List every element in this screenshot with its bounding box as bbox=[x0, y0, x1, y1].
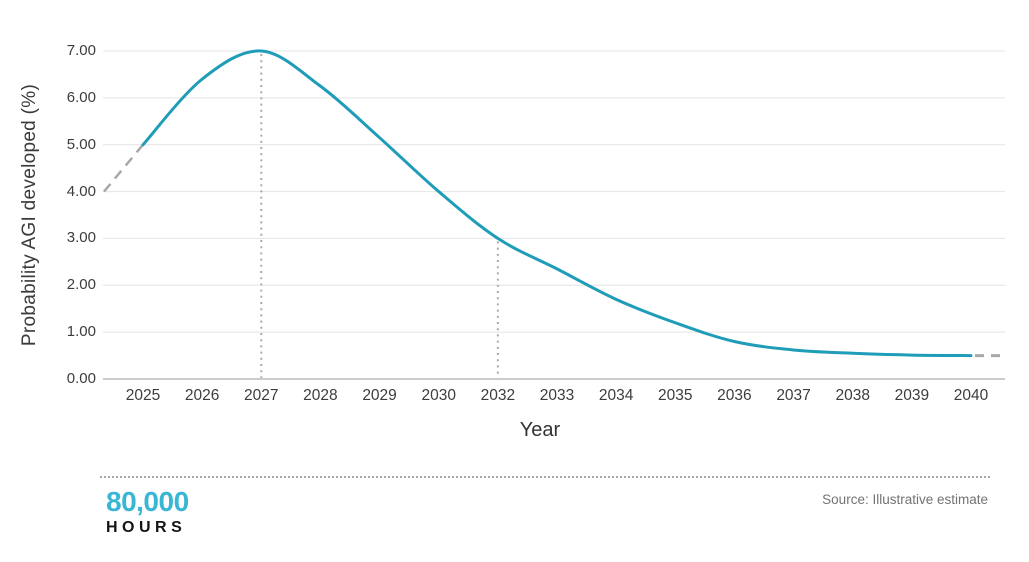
x-tick-label: 2028 bbox=[303, 387, 338, 404]
y-tick-label: 6.00 bbox=[66, 88, 96, 106]
x-tick-label: 2025 bbox=[125, 387, 161, 404]
y-tick-label: 0.00 bbox=[66, 370, 96, 387]
x-tick-label: 2038 bbox=[835, 387, 870, 404]
dashed-lead-in bbox=[103, 143, 144, 193]
x-tick-label: 2039 bbox=[894, 387, 930, 404]
y-tick-label: 7.00 bbox=[66, 42, 96, 59]
probability-curve bbox=[141, 49, 973, 358]
x-tick-label: 2029 bbox=[362, 387, 397, 404]
logo-hours-text: HOURS bbox=[106, 519, 187, 536]
x-tick-label: 2027 bbox=[244, 387, 279, 404]
x-tick-label: 2033 bbox=[539, 387, 575, 404]
x-tick-label: 2035 bbox=[658, 387, 693, 404]
y-tick-label: 3.00 bbox=[66, 229, 96, 247]
y-tick-label: 2.00 bbox=[66, 276, 96, 294]
logo-number-text: 80,000 bbox=[106, 486, 189, 517]
eighty-thousand-hours-logo: 80,000 HOURS bbox=[106, 488, 189, 537]
x-tick-label: 2032 bbox=[480, 387, 516, 404]
x-tick-label: 2040 bbox=[953, 387, 989, 404]
x-axis-title: Year bbox=[519, 419, 561, 441]
x-tick-label: 2030 bbox=[421, 387, 456, 404]
x-tick-label: 2037 bbox=[776, 387, 811, 404]
x-tick-label: 2036 bbox=[717, 387, 752, 404]
x-tick-label: 2026 bbox=[184, 387, 220, 404]
y-tick-label: 1.00 bbox=[66, 323, 96, 341]
footer-divider bbox=[100, 476, 990, 478]
source-caption: Source: Illustrative estimate bbox=[822, 492, 988, 507]
y-tick-label: 5.00 bbox=[66, 135, 96, 153]
x-tick-label: 2034 bbox=[598, 387, 634, 404]
y-tick-label: 4.00 bbox=[66, 182, 96, 200]
